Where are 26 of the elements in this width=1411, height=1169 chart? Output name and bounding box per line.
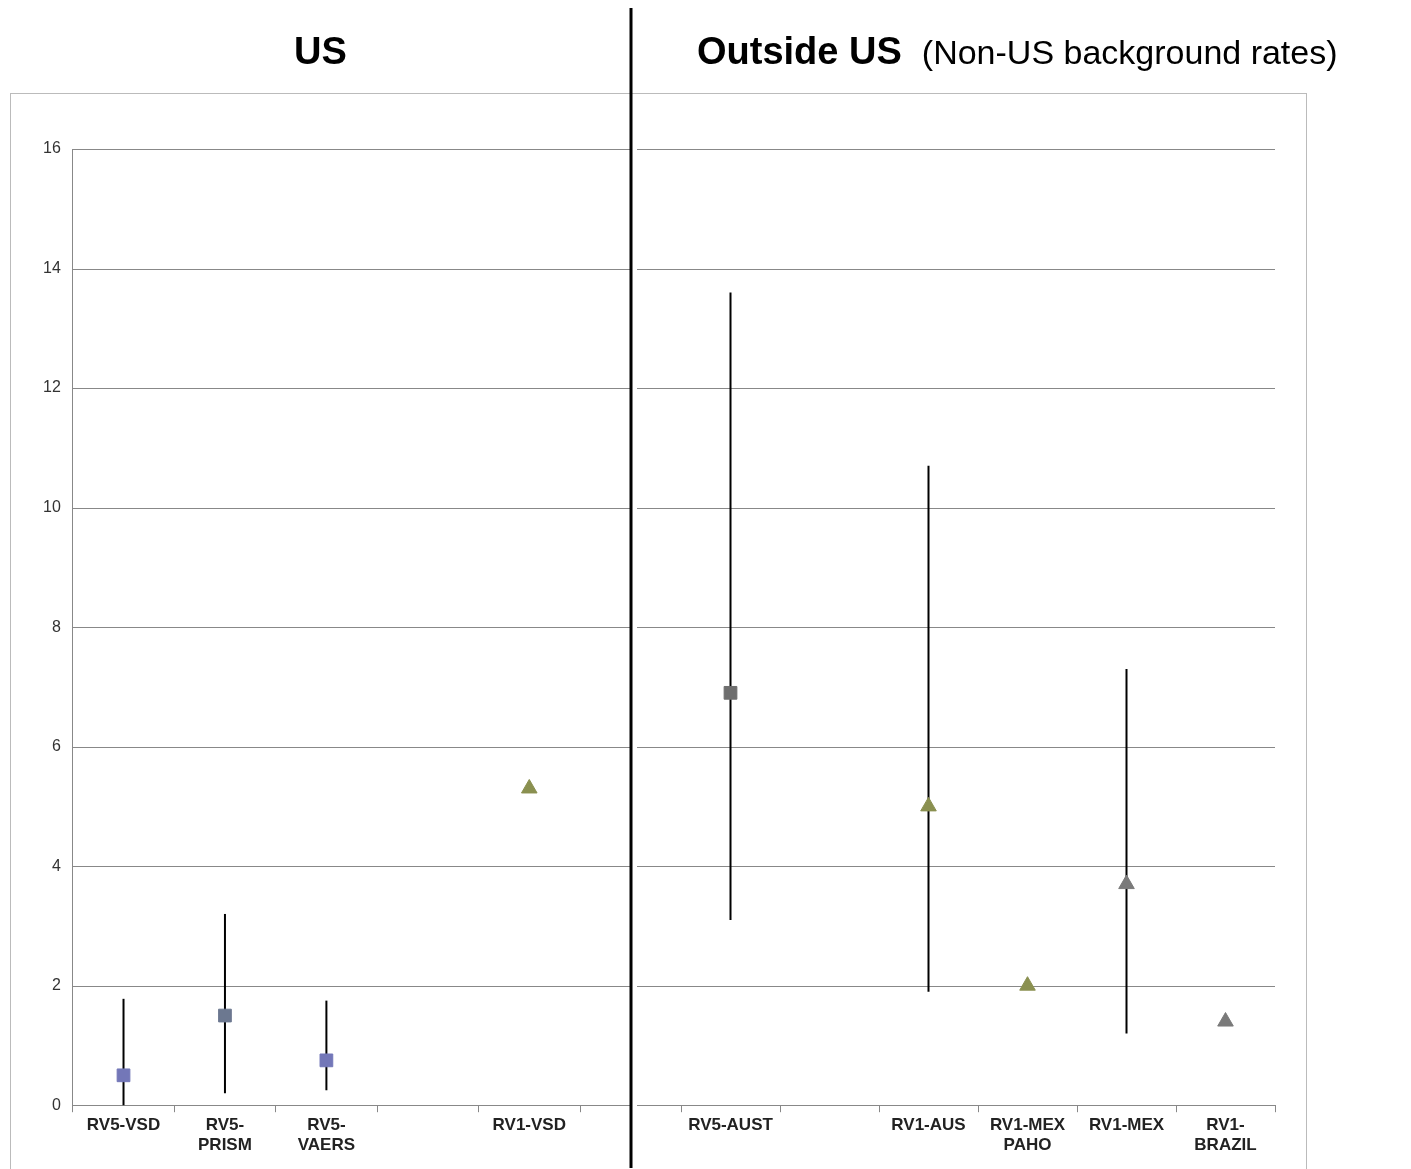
- x-tick-label: RV1-BRAZIL: [1194, 1115, 1257, 1155]
- chart-subtitle: (Non-US background rates): [921, 33, 1338, 71]
- y-tick-label: 2: [51, 976, 61, 994]
- chart-title: US: [294, 30, 347, 72]
- y-tick-label: 14: [43, 258, 61, 276]
- y-tick-label: 16: [43, 139, 61, 157]
- y-tick-label: 8: [51, 617, 61, 635]
- x-tick-label: RV5-AUST: [688, 1115, 774, 1135]
- x-tick-label: RV1-AUS: [891, 1115, 966, 1135]
- y-tick-label: 4: [51, 856, 61, 874]
- x-tick-label: RV5-VSD: [86, 1115, 161, 1135]
- point: [1019, 976, 1036, 991]
- point: [920, 796, 937, 812]
- point: [1118, 874, 1135, 890]
- chart-title: Outside US: [697, 30, 902, 72]
- x-tick-label: RV5-VAERS: [297, 1115, 356, 1155]
- x-tick-label: RV5-PRISM: [198, 1115, 252, 1155]
- y-tick-label: 6: [51, 737, 61, 755]
- point: [1217, 1012, 1234, 1027]
- x-tick-label: RV1-MEX PAHO: [989, 1115, 1066, 1155]
- x-tick-label: RV1-MEX: [1088, 1115, 1165, 1135]
- y-tick-label: 0: [51, 1095, 61, 1113]
- x-tick-label: RV1-VSD: [492, 1115, 566, 1135]
- y-tick-label: 10: [43, 497, 61, 515]
- point: [723, 685, 738, 700]
- y-tick-label: 12: [43, 378, 61, 396]
